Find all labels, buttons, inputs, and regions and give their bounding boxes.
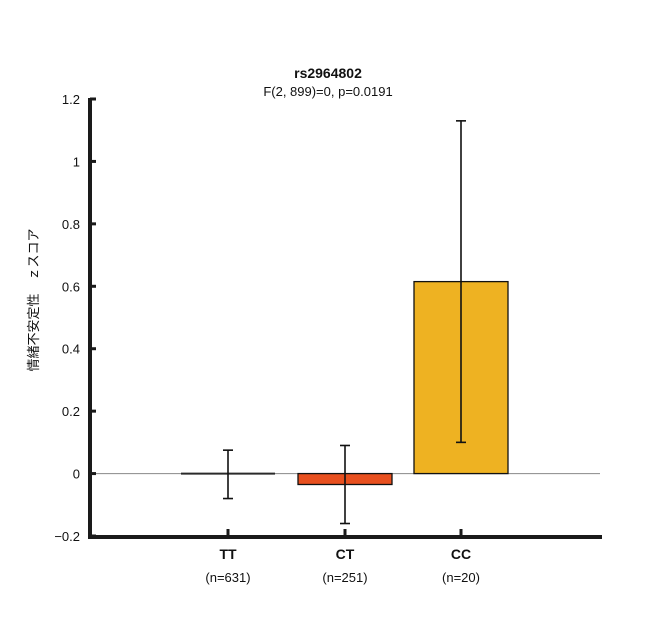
y-tick-label: −0.2 — [54, 529, 80, 544]
chart-subtitle: F(2, 899)=0, p=0.0191 — [263, 84, 392, 99]
x-tick-sublabel-ct: (n=251) — [322, 570, 367, 585]
y-tick-label: 1 — [73, 154, 80, 169]
y-tick-label: 0.6 — [62, 279, 80, 294]
x-tick-label-tt: TT — [219, 546, 237, 562]
y-axis-label: 情緒不安定性 ｚスコア — [26, 228, 41, 371]
y-tick-label: 0.8 — [62, 217, 80, 232]
x-tick-sublabel-cc: (n=20) — [442, 570, 480, 585]
y-tick-label: 0 — [73, 467, 80, 482]
x-tick-label-cc: CC — [451, 546, 471, 562]
y-tick-label: 1.2 — [62, 92, 80, 107]
y-tick-label: 0.2 — [62, 404, 80, 419]
y-tick-label: 0.4 — [62, 342, 80, 357]
chart-title: rs2964802 — [294, 65, 362, 81]
x-tick-sublabel-tt: (n=631) — [205, 570, 250, 585]
x-tick-label-ct: CT — [336, 546, 355, 562]
